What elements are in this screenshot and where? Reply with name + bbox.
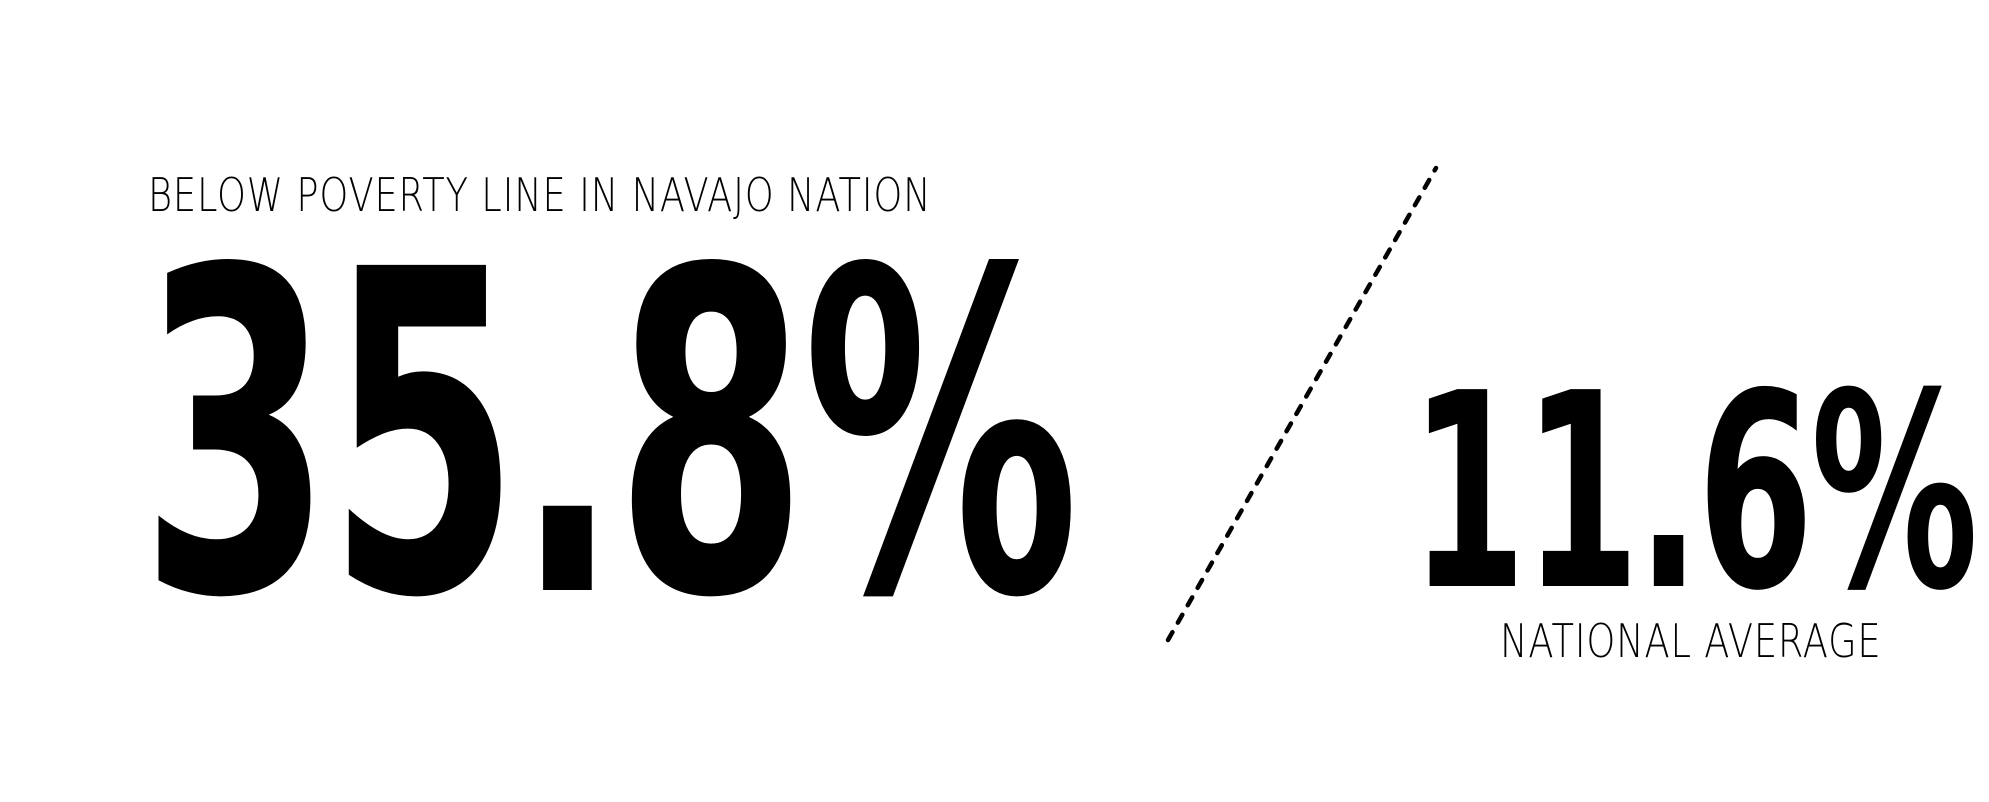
navajo-poverty-value: 35.8% xyxy=(140,177,1079,696)
national-average-value: 11.6% xyxy=(1410,335,1978,650)
divider-line xyxy=(1165,165,1439,643)
national-average-label: NATIONAL AVERAGE xyxy=(1500,614,1882,668)
navajo-poverty-label: BELOW POVERTY LINE IN NAVAJO NATION xyxy=(148,168,932,222)
